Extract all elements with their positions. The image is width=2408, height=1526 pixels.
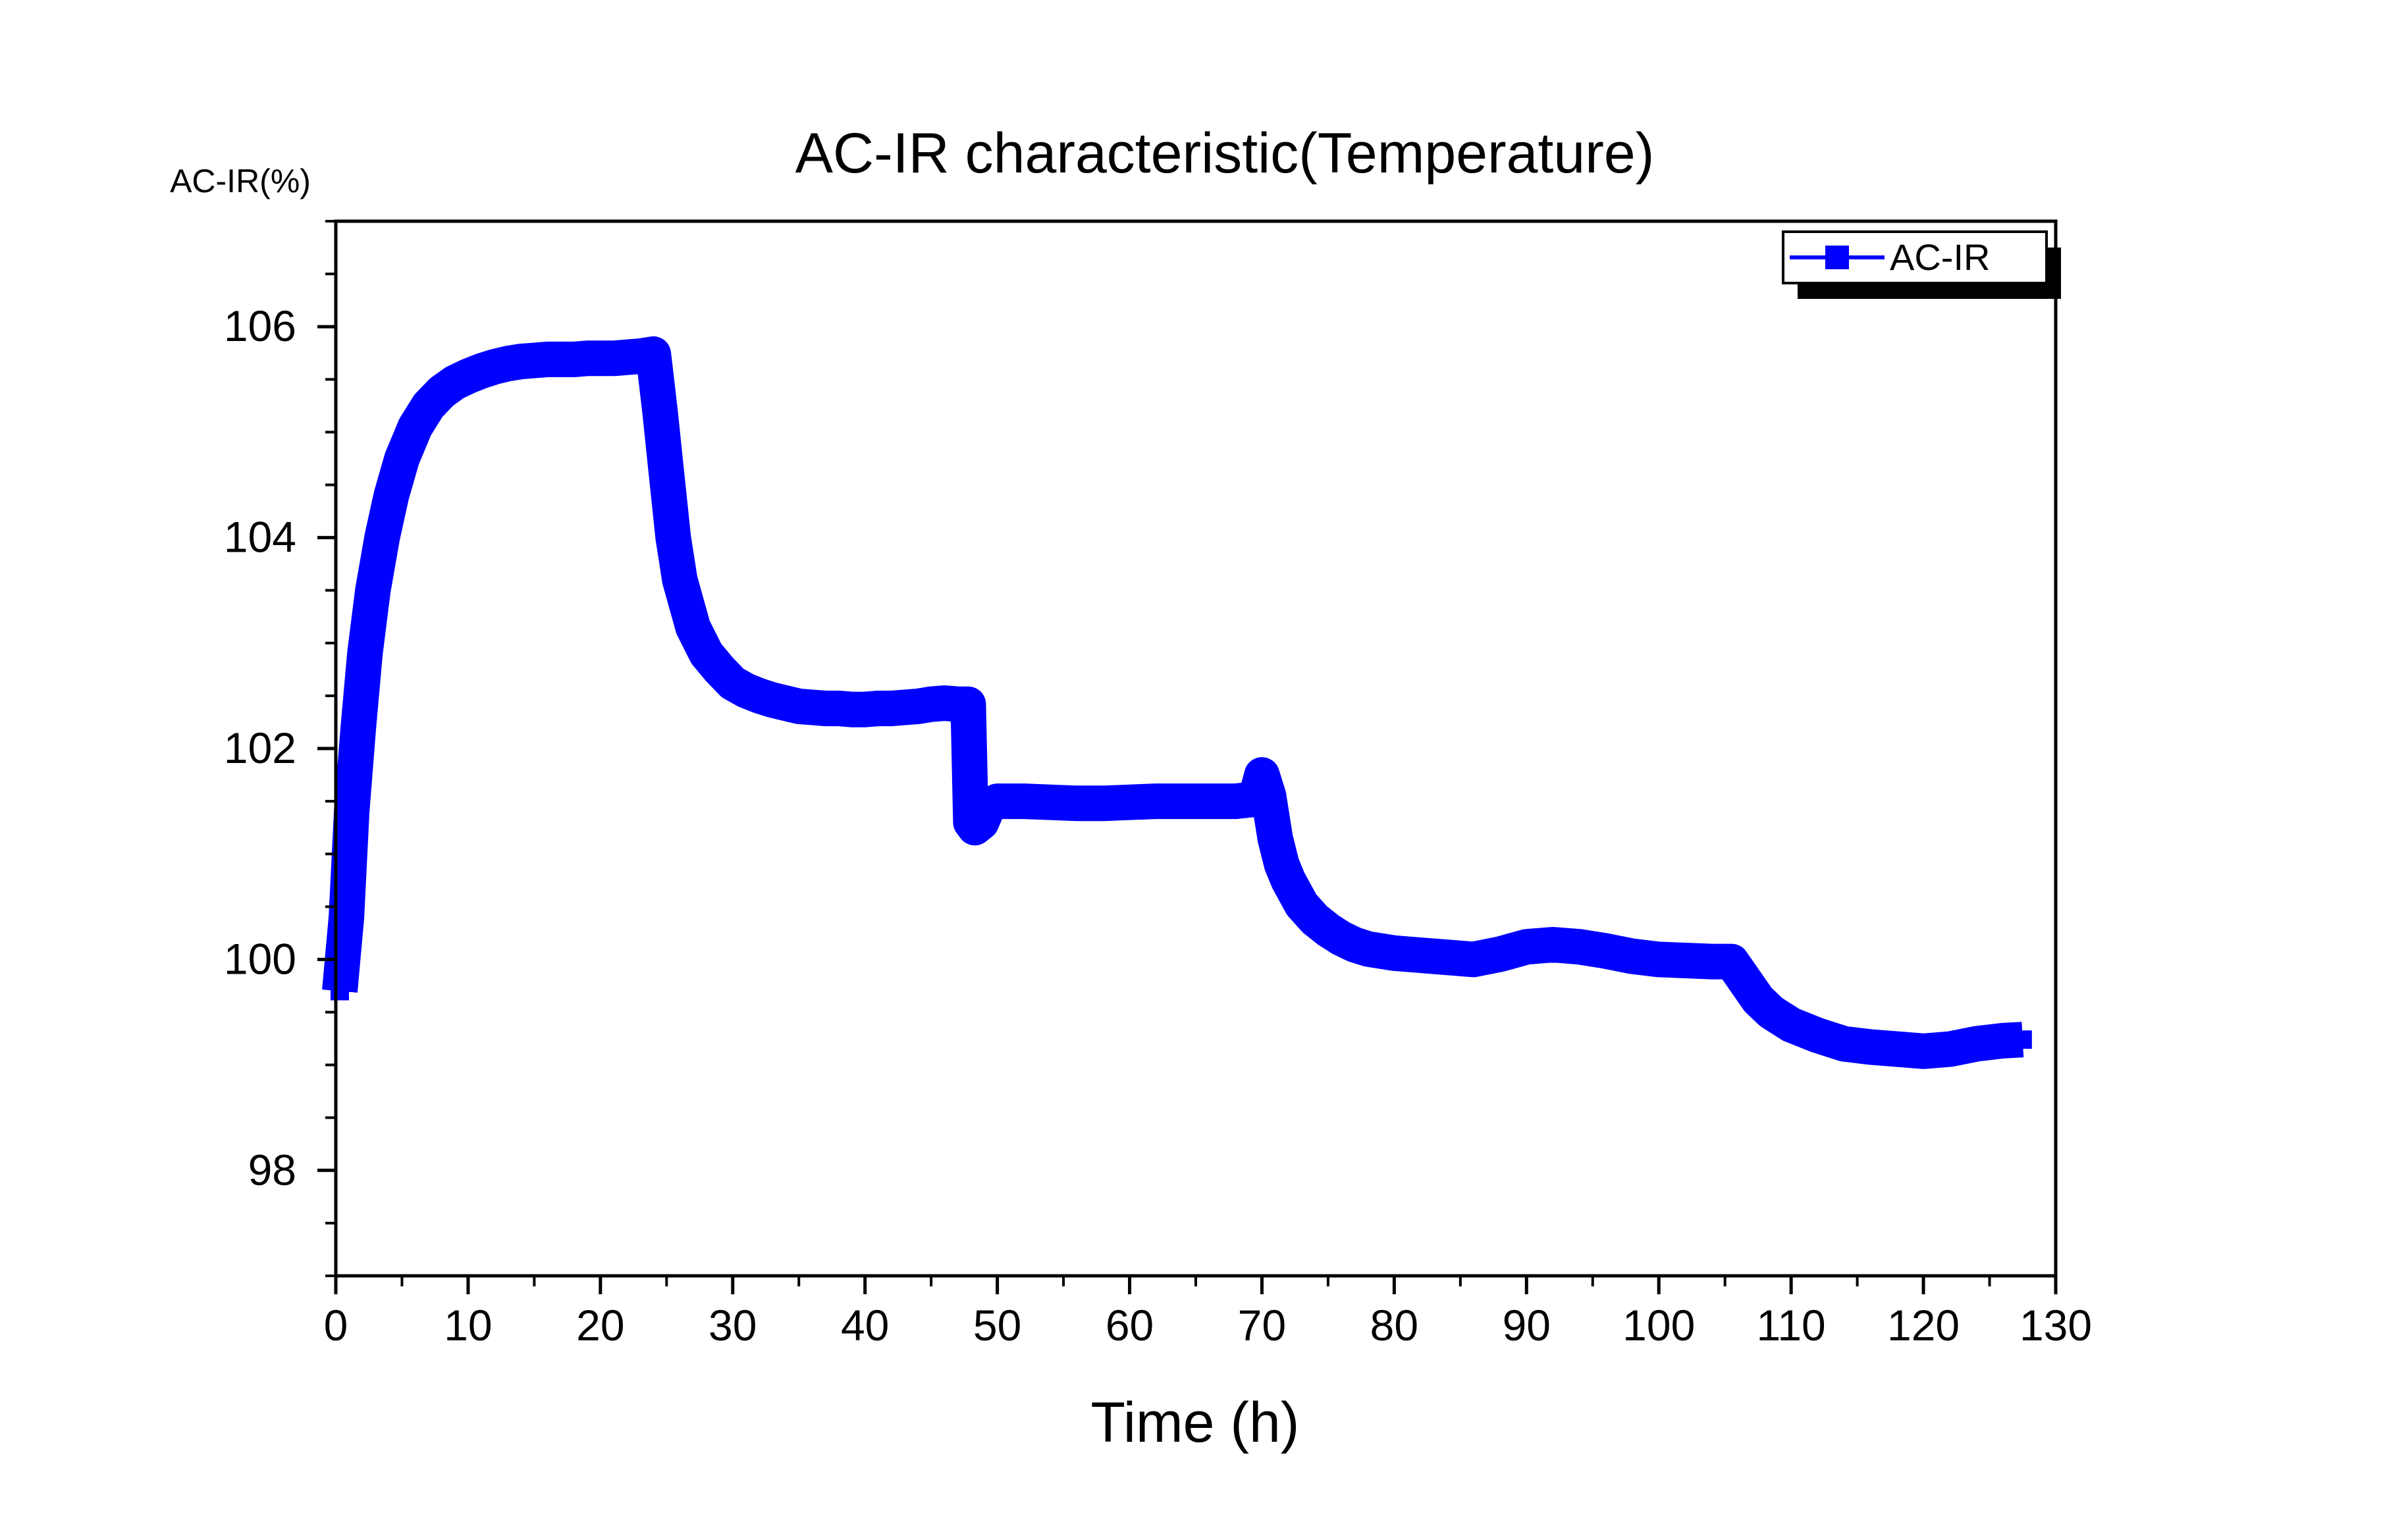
data-point xyxy=(1358,939,1378,959)
data-point xyxy=(2013,1030,2032,1049)
data-point xyxy=(1649,950,1669,969)
data-point xyxy=(373,528,392,547)
x-ticks: 0 10 20 30 40 50 60 70 80 90 100 110 120 130 xyxy=(324,1276,2092,1350)
x-tick-label: 0 xyxy=(324,1301,348,1350)
x-tick-label: 50 xyxy=(973,1301,1021,1350)
data-point xyxy=(392,449,412,468)
data-point xyxy=(1385,943,1404,962)
x-tick-label: 90 xyxy=(1503,1301,1551,1350)
data-point xyxy=(1623,947,1642,966)
series-line xyxy=(338,352,2023,1053)
data-point xyxy=(1266,829,1285,848)
data-point xyxy=(1173,792,1192,811)
data-point xyxy=(683,618,703,637)
data-point xyxy=(1226,792,1245,811)
y-ticks: 98 100 102 104 106 xyxy=(224,220,336,1277)
x-tick-label: 30 xyxy=(709,1301,757,1350)
data-point xyxy=(342,802,361,822)
data-point xyxy=(1887,1039,1906,1059)
data-point xyxy=(363,581,383,600)
x-tick-label: 100 xyxy=(1622,1301,1695,1350)
x-axis-label: Time (h) xyxy=(1091,1391,1300,1454)
data-point xyxy=(1272,855,1291,874)
data-point xyxy=(959,695,978,714)
y-tick-label: 98 xyxy=(248,1145,296,1194)
data-point xyxy=(337,908,356,927)
x-tick-label: 70 xyxy=(1238,1301,1286,1350)
data-point xyxy=(1782,1015,1801,1034)
legend-label: AC-IR xyxy=(1890,236,1990,278)
data-point xyxy=(382,486,401,505)
x-tick-label: 10 xyxy=(444,1301,492,1350)
data-point xyxy=(406,417,425,436)
data-point xyxy=(1464,950,1483,969)
data-point xyxy=(1543,935,1563,954)
data-point xyxy=(1491,945,1510,964)
series-line-thick xyxy=(322,336,2024,1069)
data-point xyxy=(1702,952,1721,971)
y-tick-label: 100 xyxy=(224,934,296,983)
x-tick-label: 80 xyxy=(1370,1301,1418,1350)
data-point xyxy=(1146,792,1165,811)
data-point xyxy=(1094,794,1113,813)
x-tick-label: 20 xyxy=(576,1301,624,1350)
data-point xyxy=(657,465,676,484)
data-point xyxy=(1120,793,1139,812)
data-point xyxy=(1570,937,1589,957)
chart-title: AC-IR characteristic(Temperature) xyxy=(795,122,1655,185)
legend[interactable]: AC-IR xyxy=(1782,230,2061,299)
x-tick-label: 60 xyxy=(1106,1301,1154,1350)
data-point xyxy=(349,718,368,737)
data-point xyxy=(1834,1034,1854,1053)
series-layer xyxy=(322,336,2032,1069)
x-tick-label: 120 xyxy=(1887,1301,1960,1350)
data-point xyxy=(644,344,663,363)
data-point xyxy=(651,402,670,421)
y-tick-label: 106 xyxy=(224,302,296,350)
data-point xyxy=(1735,971,1754,990)
data-point xyxy=(1808,1026,1827,1045)
data-point xyxy=(1411,946,1430,964)
y-axis-label: AC-IR(%) xyxy=(170,163,311,199)
x-tick-label: 110 xyxy=(1757,1301,1826,1350)
y-tick-label: 104 xyxy=(224,513,296,562)
data-point xyxy=(1762,1003,1780,1022)
data-point xyxy=(1437,948,1457,967)
data-point xyxy=(1041,793,1059,812)
legend-marker-swatch xyxy=(1825,246,1849,269)
data-point xyxy=(972,813,991,832)
plot-frame xyxy=(334,219,2058,1278)
data-point xyxy=(331,982,349,1001)
data-point xyxy=(1967,1034,1986,1053)
data-point xyxy=(670,570,689,589)
data-point xyxy=(1252,766,1271,785)
data-point xyxy=(1200,792,1219,811)
data-point xyxy=(697,644,716,663)
x-tick-label: 130 xyxy=(2020,1301,2092,1350)
data-point xyxy=(1596,941,1615,960)
data-point xyxy=(1014,792,1033,811)
data-point xyxy=(1279,871,1298,890)
data-point xyxy=(1676,951,1695,970)
data-point xyxy=(1914,1041,1933,1061)
x-tick-label: 40 xyxy=(841,1301,889,1350)
data-point xyxy=(1993,1031,2012,1050)
data-point xyxy=(356,644,375,663)
y-tick-label: 102 xyxy=(224,724,296,772)
data-point xyxy=(1067,794,1086,813)
data-point xyxy=(1940,1039,1960,1059)
data-point xyxy=(664,528,683,547)
data-point xyxy=(1861,1038,1880,1057)
data-point xyxy=(1517,937,1536,957)
data-point xyxy=(1259,787,1278,806)
data-point xyxy=(1722,952,1741,971)
